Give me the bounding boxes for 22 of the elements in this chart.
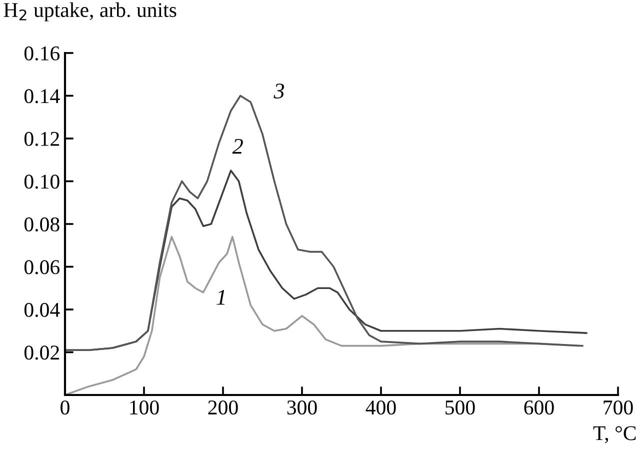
y-tick-label: 0.16 <box>24 46 60 61</box>
x-tick-label: 600 <box>524 400 554 415</box>
x-tick-label: 100 <box>130 400 159 415</box>
x-tick-label: 400 <box>366 400 396 415</box>
y-tick-label: 0.02 <box>24 346 59 360</box>
y-tick-label: 0.06 <box>24 260 60 274</box>
y-tick-label: 0.08 <box>24 217 60 232</box>
x-axis-title: T, °C <box>593 426 636 444</box>
annotation: 3 <box>274 84 284 99</box>
x-tick-label: 700 <box>604 400 633 415</box>
line-series <box>65 236 580 395</box>
annotation: 2 <box>232 138 243 154</box>
y-tick-label: 0.14 <box>24 89 60 104</box>
y-tick-label: 0.12 <box>24 132 59 146</box>
x-tick-label: 300 <box>287 400 317 415</box>
x-tick-label: 0 <box>60 400 70 415</box>
annotation: 1 <box>216 290 225 305</box>
x-tick-label: 200 <box>208 400 238 415</box>
y-tick-label: 0.04 <box>24 302 60 318</box>
x-tick-label: 500 <box>446 400 475 415</box>
y-axis-title: H$_{2}$ uptake, arb. units <box>4 2 176 22</box>
y-tick-label: 0.10 <box>24 174 60 189</box>
